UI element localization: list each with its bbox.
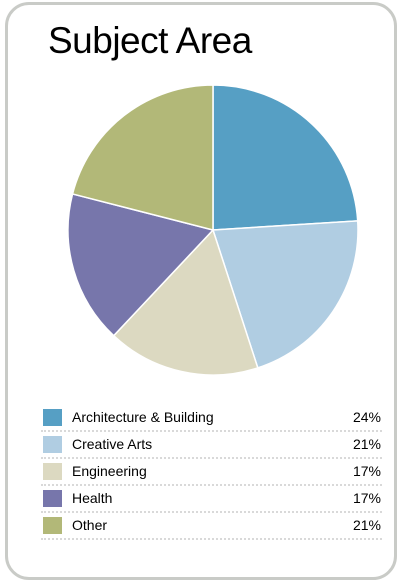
legend-value: 24% — [352, 409, 381, 425]
legend-value: 17% — [352, 490, 381, 506]
legend-label: Other — [72, 517, 108, 533]
legend-value: 17% — [352, 463, 381, 479]
legend-item: Engineering 17% — [41, 459, 382, 486]
pie-chart — [67, 84, 359, 376]
legend-item: Creative Arts 21% — [41, 432, 382, 459]
pie-slice-engineering — [112, 228, 259, 376]
legend-value: 21% — [352, 517, 381, 533]
legend: Architecture & Building 24% Creative Arts 2… — [41, 405, 382, 540]
legend-label: Architecture & Building — [72, 409, 214, 425]
pie-slice-health — [67, 193, 215, 337]
chart-title: Subject Area — [48, 20, 252, 61]
legend-label: Engineering — [72, 463, 147, 479]
pie-slice-other — [71, 84, 214, 231]
legend-item: Other 21% — [41, 513, 382, 540]
legend-item: Health 17% — [41, 486, 382, 513]
legend-swatch — [43, 409, 62, 426]
legend-value: 21% — [352, 436, 381, 452]
legend-item: Architecture & Building 24% — [41, 405, 382, 432]
legend-label: Health — [72, 490, 113, 506]
legend-swatch — [43, 490, 62, 507]
legend-label: Creative Arts — [72, 436, 153, 452]
chart-card: Subject Area Architecture & Building 24% C… — [5, 2, 397, 580]
pie-slice-architecture-building — [212, 84, 359, 231]
legend-swatch — [43, 436, 62, 453]
pie-slice-creative-arts — [211, 220, 359, 369]
legend-swatch — [43, 463, 62, 480]
legend-swatch — [43, 517, 62, 534]
